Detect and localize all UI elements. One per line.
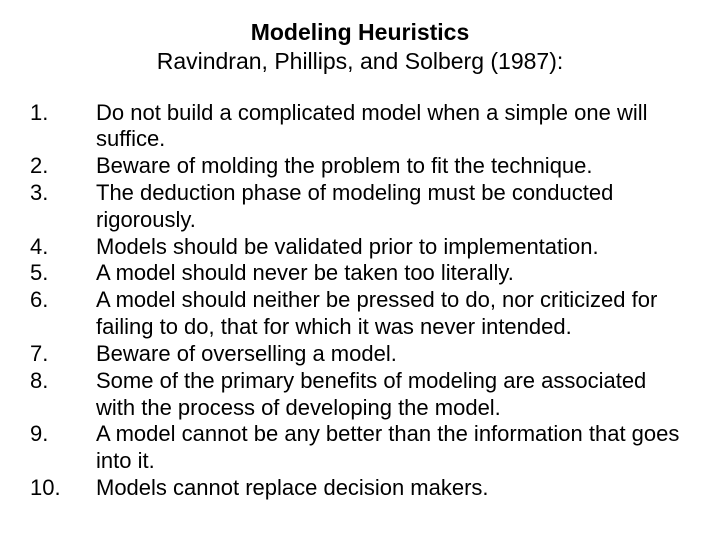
item-number: 6. bbox=[30, 287, 96, 314]
slide-title: Modeling Heuristics bbox=[30, 18, 690, 47]
slide: Modeling Heuristics Ravindran, Phillips,… bbox=[0, 0, 720, 540]
list-item: 4. Models should be validated prior to i… bbox=[30, 234, 690, 261]
list-item: 3. The deduction phase of modeling must … bbox=[30, 180, 690, 234]
list-item: 6. A model should neither be pressed to … bbox=[30, 287, 690, 341]
slide-subtitle: Ravindran, Phillips, and Solberg (1987): bbox=[30, 47, 690, 76]
list-item: 5. A model should never be taken too lit… bbox=[30, 260, 690, 287]
item-number: 1. bbox=[30, 100, 96, 127]
item-number: 4. bbox=[30, 234, 96, 261]
list-item: 7. Beware of overselling a model. bbox=[30, 341, 690, 368]
item-text: Do not build a complicated model when a … bbox=[96, 100, 690, 154]
item-number: 7. bbox=[30, 341, 96, 368]
heuristic-list: 1. Do not build a complicated model when… bbox=[30, 100, 690, 502]
header: Modeling Heuristics Ravindran, Phillips,… bbox=[30, 18, 690, 76]
item-number: 2. bbox=[30, 153, 96, 180]
item-text: Some of the primary benefits of modeling… bbox=[96, 368, 690, 422]
item-text: The deduction phase of modeling must be … bbox=[96, 180, 690, 234]
list-item: 9. A model cannot be any better than the… bbox=[30, 421, 690, 475]
list-item: 2. Beware of molding the problem to fit … bbox=[30, 153, 690, 180]
list-item: 1. Do not build a complicated model when… bbox=[30, 100, 690, 154]
item-number: 8. bbox=[30, 368, 96, 395]
item-text: Beware of overselling a model. bbox=[96, 341, 690, 368]
item-text: Beware of molding the problem to fit the… bbox=[96, 153, 690, 180]
list-item: 8. Some of the primary benefits of model… bbox=[30, 368, 690, 422]
list-item: 10. Models cannot replace decision maker… bbox=[30, 475, 690, 502]
item-text: A model cannot be any better than the in… bbox=[96, 421, 690, 475]
item-text: A model should never be taken too litera… bbox=[96, 260, 690, 287]
item-number: 9. bbox=[30, 421, 96, 448]
item-number: 3. bbox=[30, 180, 96, 207]
item-number: 10. bbox=[30, 475, 96, 502]
item-number: 5. bbox=[30, 260, 96, 287]
item-text: Models should be validated prior to impl… bbox=[96, 234, 690, 261]
item-text: A model should neither be pressed to do,… bbox=[96, 287, 690, 341]
item-text: Models cannot replace decision makers. bbox=[96, 475, 690, 502]
